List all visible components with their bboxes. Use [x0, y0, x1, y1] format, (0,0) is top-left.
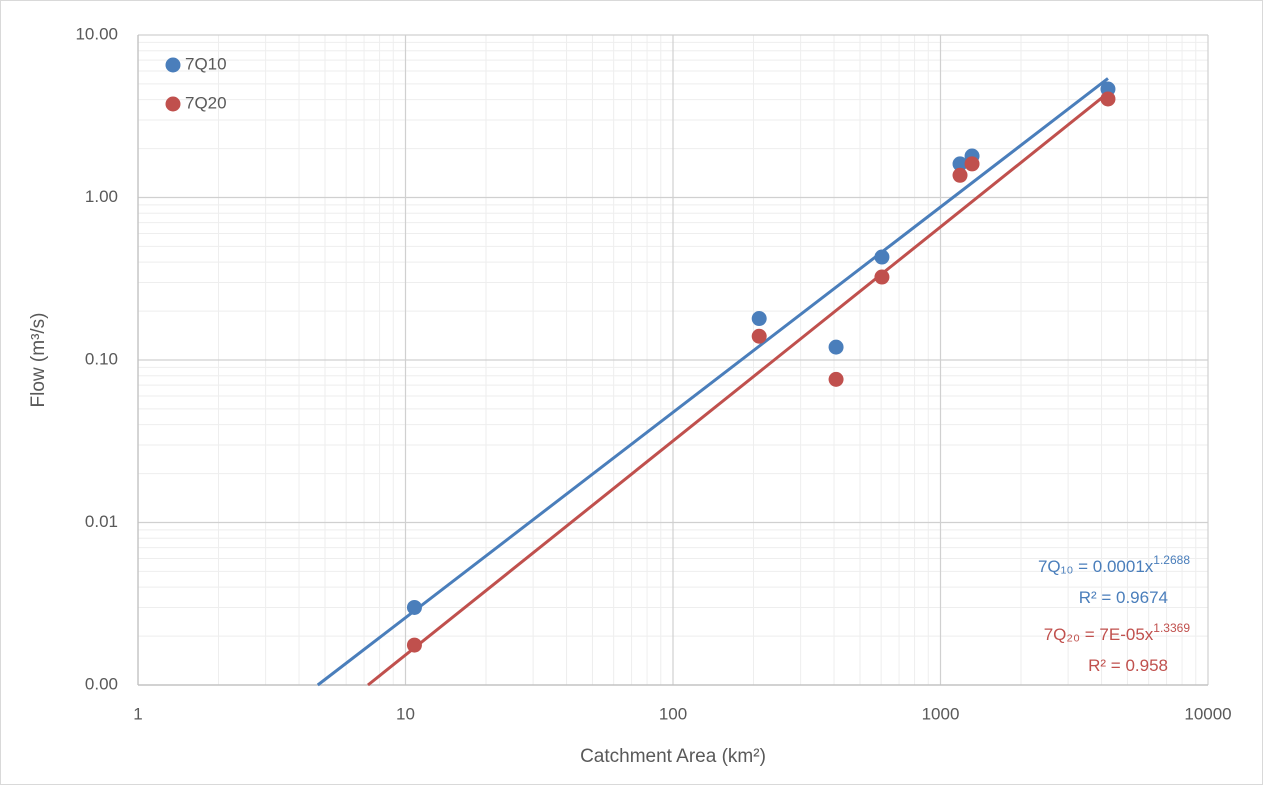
grid [137, 34, 1209, 686]
point [1100, 91, 1116, 107]
point [406, 599, 422, 615]
legend-marker [165, 96, 181, 112]
equation-exponent: 1.3369 [1153, 621, 1190, 635]
y-tick-label: 0.10 [85, 349, 118, 368]
point [874, 269, 890, 285]
equation-text: 7Q₁₀ = 0.0001x [1038, 557, 1154, 576]
trendline [316, 77, 1109, 687]
y-axis-title: Flow (m³/s) [28, 313, 49, 408]
x-tick-label: 1000 [922, 704, 960, 723]
point [751, 328, 767, 344]
point [952, 167, 968, 183]
x-axis-title: Catchment Area (km²) [580, 746, 766, 767]
y-tick-label: 0.01 [85, 512, 118, 531]
x-tick-label: 100 [659, 704, 687, 723]
x-tick-label: 1 [133, 704, 142, 723]
legend-label: 7Q20 [185, 93, 227, 112]
trendline-equation: 7Q₂₀ = 7E-05x1.3369 [1044, 621, 1191, 644]
equation-exponent: 1.2688 [1153, 553, 1190, 567]
trendline-equation: 7Q₁₀ = 0.0001x1.2688 [1038, 553, 1190, 576]
point [964, 156, 980, 172]
trendline [367, 91, 1109, 687]
legend-marker [165, 57, 181, 73]
point [406, 637, 422, 653]
point [828, 371, 844, 387]
x-tick-label: 10000 [1184, 704, 1231, 723]
r-squared: R² = 0.9674 [1079, 588, 1168, 607]
point [952, 156, 968, 172]
y-tick-label: 10.00 [75, 24, 118, 43]
point [874, 249, 890, 265]
point [751, 311, 767, 327]
r-squared: R² = 0.958 [1088, 656, 1168, 675]
x-tick-label: 10 [396, 704, 415, 723]
point [828, 339, 844, 355]
equation-text: 7Q₂₀ = 7E-05x [1044, 625, 1154, 644]
y-tick-label: 0.00 [85, 674, 118, 693]
legend-label: 7Q10 [185, 54, 227, 73]
y-tick-label: 1.00 [85, 187, 118, 206]
